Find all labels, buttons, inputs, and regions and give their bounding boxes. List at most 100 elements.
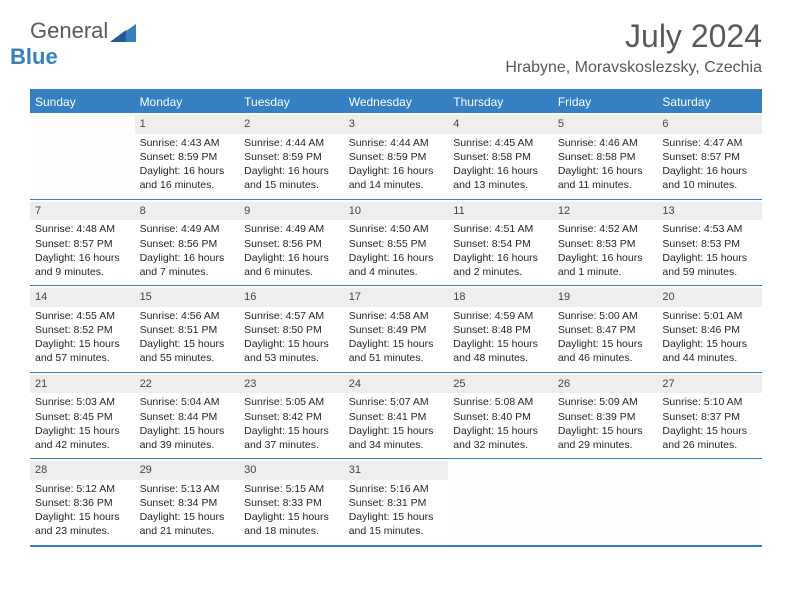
day-number: 30 — [239, 461, 344, 480]
day-number: 23 — [239, 375, 344, 394]
daylight-line: Daylight: 16 hours and 14 minutes. — [349, 164, 444, 192]
daylight-line: Daylight: 16 hours and 1 minute. — [558, 251, 653, 279]
sunrise-line: Sunrise: 4:57 AM — [244, 309, 339, 323]
calendar-day-cell: 23Sunrise: 5:05 AMSunset: 8:42 PMDayligh… — [239, 373, 344, 459]
sunrise-line: Sunrise: 4:52 AM — [558, 222, 653, 236]
day-number: 22 — [135, 375, 240, 394]
sunset-line: Sunset: 8:54 PM — [453, 237, 548, 251]
calendar-day-cell: 20Sunrise: 5:01 AMSunset: 8:46 PMDayligh… — [657, 286, 762, 372]
day-number: 16 — [239, 288, 344, 307]
day-number: 14 — [30, 288, 135, 307]
sunrise-line: Sunrise: 5:09 AM — [558, 395, 653, 409]
day-number: 1 — [135, 115, 240, 134]
calendar-day-cell — [553, 459, 658, 545]
daylight-line: Daylight: 15 hours and 23 minutes. — [35, 510, 130, 538]
daylight-line: Daylight: 15 hours and 59 minutes. — [662, 251, 757, 279]
day-number: 6 — [657, 115, 762, 134]
sunset-line: Sunset: 8:56 PM — [140, 237, 235, 251]
sunset-line: Sunset: 8:49 PM — [349, 323, 444, 337]
daylight-line: Daylight: 15 hours and 32 minutes. — [453, 424, 548, 452]
sunset-line: Sunset: 8:52 PM — [35, 323, 130, 337]
day-number: 31 — [344, 461, 449, 480]
brand-part2: Blue — [10, 44, 58, 69]
weekday-header: Thursday — [448, 91, 553, 113]
sunrise-line: Sunrise: 4:48 AM — [35, 222, 130, 236]
sunset-line: Sunset: 8:53 PM — [662, 237, 757, 251]
header: General Blue July 2024 Hrabyne, Moravsko… — [30, 18, 762, 77]
sunrise-line: Sunrise: 4:44 AM — [244, 136, 339, 150]
sunset-line: Sunset: 8:55 PM — [349, 237, 444, 251]
daylight-line: Daylight: 16 hours and 15 minutes. — [244, 164, 339, 192]
daylight-line: Daylight: 15 hours and 21 minutes. — [140, 510, 235, 538]
sunrise-line: Sunrise: 4:47 AM — [662, 136, 757, 150]
sunset-line: Sunset: 8:34 PM — [140, 496, 235, 510]
sunrise-line: Sunrise: 5:05 AM — [244, 395, 339, 409]
day-number: 17 — [344, 288, 449, 307]
daylight-line: Daylight: 15 hours and 42 minutes. — [35, 424, 130, 452]
day-number: 12 — [553, 202, 658, 221]
calendar-day-cell: 3Sunrise: 4:44 AMSunset: 8:59 PMDaylight… — [344, 113, 449, 199]
sunset-line: Sunset: 8:45 PM — [35, 410, 130, 424]
calendar-day-cell: 7Sunrise: 4:48 AMSunset: 8:57 PMDaylight… — [30, 200, 135, 286]
calendar-week: 21Sunrise: 5:03 AMSunset: 8:45 PMDayligh… — [30, 372, 762, 459]
daylight-line: Daylight: 16 hours and 10 minutes. — [662, 164, 757, 192]
calendar-day-cell: 22Sunrise: 5:04 AMSunset: 8:44 PMDayligh… — [135, 373, 240, 459]
calendar-day-cell: 15Sunrise: 4:56 AMSunset: 8:51 PMDayligh… — [135, 286, 240, 372]
day-number: 29 — [135, 461, 240, 480]
sunrise-line: Sunrise: 5:03 AM — [35, 395, 130, 409]
logo-triangle-icon — [110, 24, 136, 44]
sunrise-line: Sunrise: 5:10 AM — [662, 395, 757, 409]
sunset-line: Sunset: 8:59 PM — [140, 150, 235, 164]
calendar-day-cell — [30, 113, 135, 199]
day-number: 7 — [30, 202, 135, 221]
weekday-header: Monday — [135, 91, 240, 113]
sunset-line: Sunset: 8:40 PM — [453, 410, 548, 424]
day-number: 28 — [30, 461, 135, 480]
calendar-day-cell: 14Sunrise: 4:55 AMSunset: 8:52 PMDayligh… — [30, 286, 135, 372]
calendar: SundayMondayTuesdayWednesdayThursdayFrid… — [30, 89, 762, 547]
weekday-header: Saturday — [657, 91, 762, 113]
calendar-day-cell: 26Sunrise: 5:09 AMSunset: 8:39 PMDayligh… — [553, 373, 658, 459]
sunset-line: Sunset: 8:53 PM — [558, 237, 653, 251]
calendar-day-cell: 28Sunrise: 5:12 AMSunset: 8:36 PMDayligh… — [30, 459, 135, 545]
daylight-line: Daylight: 16 hours and 13 minutes. — [453, 164, 548, 192]
sunset-line: Sunset: 8:39 PM — [558, 410, 653, 424]
calendar-week: 1Sunrise: 4:43 AMSunset: 8:59 PMDaylight… — [30, 113, 762, 199]
sunrise-line: Sunrise: 4:58 AM — [349, 309, 444, 323]
calendar-day-cell: 8Sunrise: 4:49 AMSunset: 8:56 PMDaylight… — [135, 200, 240, 286]
sunset-line: Sunset: 8:50 PM — [244, 323, 339, 337]
day-number: 2 — [239, 115, 344, 134]
daylight-line: Daylight: 15 hours and 26 minutes. — [662, 424, 757, 452]
daylight-line: Daylight: 15 hours and 39 minutes. — [140, 424, 235, 452]
daylight-line: Daylight: 15 hours and 29 minutes. — [558, 424, 653, 452]
sunrise-line: Sunrise: 4:45 AM — [453, 136, 548, 150]
day-number: 13 — [657, 202, 762, 221]
sunrise-line: Sunrise: 4:46 AM — [558, 136, 653, 150]
sunrise-line: Sunrise: 4:56 AM — [140, 309, 235, 323]
day-number: 10 — [344, 202, 449, 221]
calendar-day-cell: 31Sunrise: 5:16 AMSunset: 8:31 PMDayligh… — [344, 459, 449, 545]
calendar-week: 28Sunrise: 5:12 AMSunset: 8:36 PMDayligh… — [30, 458, 762, 545]
day-number: 26 — [553, 375, 658, 394]
sunset-line: Sunset: 8:47 PM — [558, 323, 653, 337]
day-number: 4 — [448, 115, 553, 134]
calendar-day-cell: 12Sunrise: 4:52 AMSunset: 8:53 PMDayligh… — [553, 200, 658, 286]
daylight-line: Daylight: 15 hours and 51 minutes. — [349, 337, 444, 365]
daylight-line: Daylight: 15 hours and 55 minutes. — [140, 337, 235, 365]
sunset-line: Sunset: 8:58 PM — [453, 150, 548, 164]
sunset-line: Sunset: 8:59 PM — [349, 150, 444, 164]
daylight-line: Daylight: 16 hours and 7 minutes. — [140, 251, 235, 279]
sunset-line: Sunset: 8:57 PM — [35, 237, 130, 251]
calendar-day-cell: 11Sunrise: 4:51 AMSunset: 8:54 PMDayligh… — [448, 200, 553, 286]
sunset-line: Sunset: 8:41 PM — [349, 410, 444, 424]
sunrise-line: Sunrise: 5:15 AM — [244, 482, 339, 496]
sunset-line: Sunset: 8:59 PM — [244, 150, 339, 164]
sunrise-line: Sunrise: 4:53 AM — [662, 222, 757, 236]
calendar-day-cell: 9Sunrise: 4:49 AMSunset: 8:56 PMDaylight… — [239, 200, 344, 286]
daylight-line: Daylight: 15 hours and 18 minutes. — [244, 510, 339, 538]
calendar-day-cell: 27Sunrise: 5:10 AMSunset: 8:37 PMDayligh… — [657, 373, 762, 459]
sunset-line: Sunset: 8:31 PM — [349, 496, 444, 510]
day-number: 24 — [344, 375, 449, 394]
title-block: July 2024 Hrabyne, Moravskoslezsky, Czec… — [505, 18, 762, 77]
sunset-line: Sunset: 8:33 PM — [244, 496, 339, 510]
